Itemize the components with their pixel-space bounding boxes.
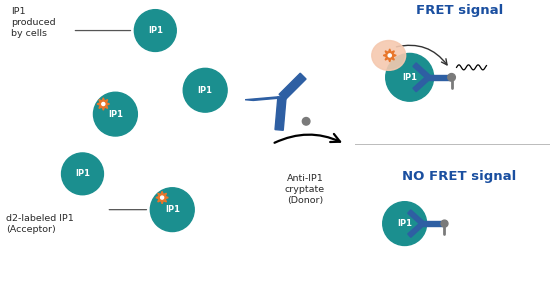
- Circle shape: [383, 202, 427, 246]
- Circle shape: [183, 68, 227, 112]
- Polygon shape: [384, 49, 396, 62]
- Polygon shape: [413, 76, 430, 92]
- Text: IP1
produced
by cells: IP1 produced by cells: [11, 7, 56, 38]
- Text: IP1: IP1: [397, 219, 412, 228]
- Circle shape: [134, 10, 176, 51]
- Circle shape: [150, 188, 194, 232]
- Circle shape: [441, 220, 448, 227]
- Polygon shape: [279, 73, 306, 100]
- Circle shape: [62, 153, 103, 195]
- Circle shape: [160, 196, 164, 199]
- Ellipse shape: [372, 41, 406, 70]
- Text: FRET signal: FRET signal: [416, 4, 503, 17]
- Text: IP1: IP1: [198, 86, 213, 95]
- Polygon shape: [156, 191, 168, 204]
- Text: NO FRET signal: NO FRET signal: [402, 170, 517, 183]
- Polygon shape: [275, 97, 286, 130]
- Circle shape: [102, 102, 105, 105]
- Text: IP1: IP1: [108, 110, 123, 119]
- Polygon shape: [97, 98, 109, 110]
- Text: IP1: IP1: [165, 205, 180, 214]
- Text: Anti-IP1
cryptate
(Donor): Anti-IP1 cryptate (Donor): [285, 174, 325, 205]
- Polygon shape: [423, 221, 443, 226]
- Circle shape: [388, 54, 391, 57]
- Polygon shape: [413, 63, 430, 79]
- Circle shape: [93, 92, 137, 136]
- Circle shape: [448, 74, 455, 81]
- Text: IP1: IP1: [75, 169, 90, 178]
- Polygon shape: [428, 75, 451, 80]
- Polygon shape: [245, 97, 286, 100]
- Text: IP1: IP1: [148, 26, 163, 35]
- Text: IP1: IP1: [402, 73, 417, 82]
- Circle shape: [386, 53, 433, 101]
- Polygon shape: [408, 222, 424, 237]
- Circle shape: [302, 118, 310, 125]
- Text: d2-labeled IP1
(Acceptor): d2-labeled IP1 (Acceptor): [6, 213, 73, 234]
- Polygon shape: [408, 210, 424, 225]
